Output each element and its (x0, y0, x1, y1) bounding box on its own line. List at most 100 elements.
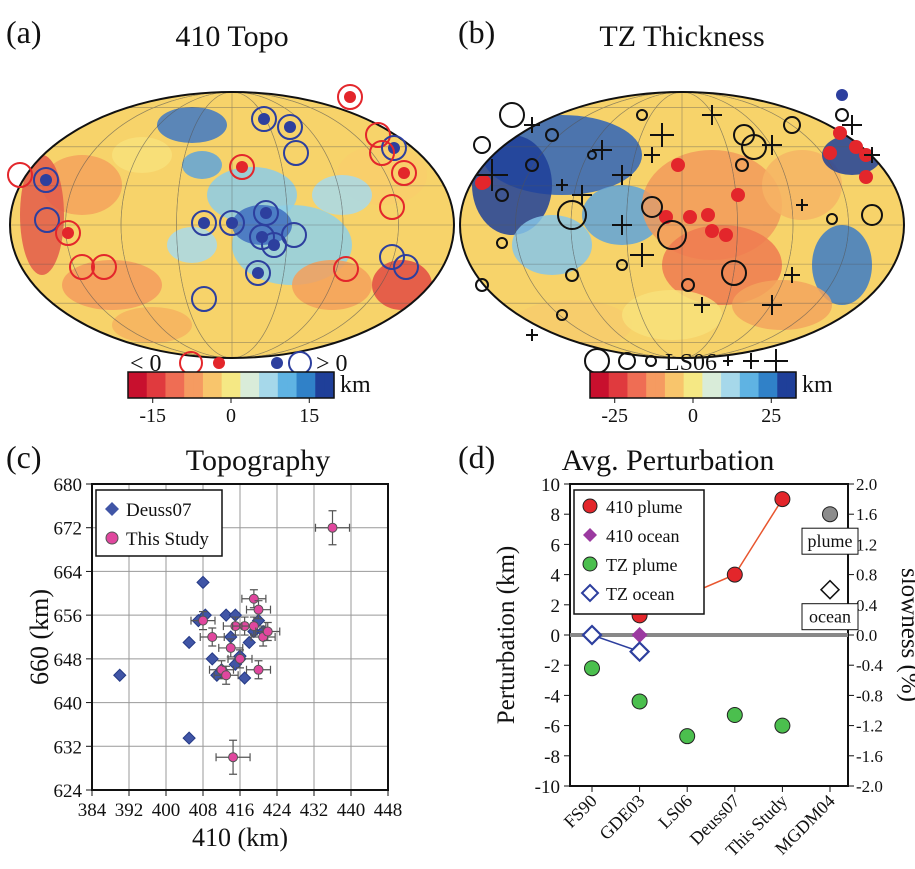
y2-tick-label: -0.8 (856, 686, 883, 705)
map-b-plus (476, 159, 508, 191)
x-tick-label: 392 (115, 800, 144, 821)
colorbar-segment (608, 372, 619, 398)
colorbar-b: -25 0 25 (589, 371, 797, 427)
map-b-circle (473, 136, 491, 154)
colorbar-segment (618, 372, 629, 398)
map-b-circle (616, 259, 628, 271)
colorbar-segment (674, 372, 685, 398)
map-a-dot (284, 121, 296, 133)
map-a-ring (379, 194, 405, 220)
map-b-red-dot (823, 146, 837, 160)
legend-marker (582, 498, 598, 514)
map-a-dot (268, 239, 280, 251)
legend-marker (580, 583, 600, 603)
map-b-plus (784, 267, 800, 283)
map-b-plus (572, 185, 592, 205)
colorbar-segment (683, 372, 694, 398)
map-a-dot (258, 113, 270, 125)
colorbar-a: -15 0 15 (127, 371, 335, 427)
map-b-plus (762, 295, 782, 315)
map-a-dot (256, 231, 268, 243)
colorbar-segment (646, 372, 657, 398)
this-study-point (248, 593, 259, 604)
map-anomaly (157, 107, 227, 143)
this-study-point (221, 670, 232, 681)
legend-this-study-marker (105, 531, 119, 545)
map-a-ring (381, 135, 407, 161)
series-point (581, 624, 603, 646)
series-point (679, 728, 696, 745)
map-b (459, 89, 905, 359)
this-study-point (207, 632, 218, 642)
map-a-dot (344, 91, 356, 103)
map-b-plus (762, 135, 782, 155)
map-b-circle (636, 109, 648, 121)
panel-d-letter: (d) (458, 439, 495, 475)
map-b-circle (545, 128, 559, 142)
y-tick-label: 632 (54, 737, 83, 758)
deuss07-point (182, 731, 196, 745)
this-study-point (198, 615, 208, 626)
y2-tick-label: -0.4 (856, 656, 883, 675)
colorbar-a-unit: km (340, 372, 371, 398)
map-a-ring (369, 140, 395, 166)
colorbar-segment (146, 372, 157, 398)
y2-tick-label: 2.0 (856, 475, 877, 494)
y2-tick-label: 1.6 (856, 505, 877, 524)
x-tick-label: 448 (374, 800, 403, 821)
y-axis-label: 660 (km) (25, 589, 54, 685)
y-tick-label: 672 (54, 519, 83, 540)
map-b-red-dot (683, 210, 697, 224)
this-study-point (327, 522, 338, 533)
plot-frame (91, 483, 389, 791)
map-a-dot (236, 161, 248, 173)
map-b-plus (650, 123, 674, 147)
map-b-plus (526, 329, 538, 341)
colorbar-segment (128, 372, 138, 398)
map-a-ring (283, 140, 309, 166)
legend-a-filled-red (213, 357, 225, 369)
x-tick-label: 400 (152, 800, 181, 821)
map-b-circle (735, 158, 749, 172)
map-b-plus (556, 179, 568, 191)
reference-label-box (801, 527, 859, 555)
map-b-circle (495, 188, 509, 202)
map-anomaly (62, 260, 162, 310)
y-tick-label: -4 (544, 686, 560, 707)
colorbar-segment (221, 372, 232, 398)
legend-b-circle-small (645, 355, 657, 367)
colorbar-segment (268, 372, 279, 398)
y-tick-label: 6 (551, 535, 561, 556)
legend-b-plus-small (723, 356, 733, 366)
x-tick-label: 440 (337, 800, 366, 821)
colorbar-segment (231, 372, 241, 398)
legend-deuss07-marker (105, 502, 119, 516)
reference-point (819, 579, 841, 600)
this-study-point (253, 604, 264, 615)
legend-marker (583, 528, 597, 542)
this-study-point (248, 621, 259, 632)
map-a-ring (245, 260, 271, 286)
colorbar-segment (739, 372, 750, 398)
map-b-red-dot (705, 224, 719, 238)
colorbar-segment (240, 372, 251, 398)
colorbar-segment (655, 372, 666, 398)
colorbar-segment (137, 372, 148, 398)
reference-label: ocean (809, 607, 851, 627)
map-b-plus (524, 117, 540, 133)
map-b-plus (796, 199, 808, 211)
map-b-circle (565, 268, 579, 282)
map-b-plus (842, 115, 862, 135)
x-tick-label: LS06 (654, 791, 696, 833)
colorbar-segment (749, 372, 760, 398)
colorbar-segment (767, 372, 778, 398)
map-a-ring (55, 220, 81, 246)
legend-this-study-label: This Study (126, 529, 209, 550)
map-a-ring (219, 210, 245, 236)
map-anomaly (112, 307, 192, 343)
x-tick-label: 416 (226, 800, 255, 821)
colorbar-segment (156, 372, 167, 398)
colorbar-segment (702, 372, 713, 398)
map-b-circle (657, 220, 687, 250)
colorbar-segment (324, 372, 335, 398)
